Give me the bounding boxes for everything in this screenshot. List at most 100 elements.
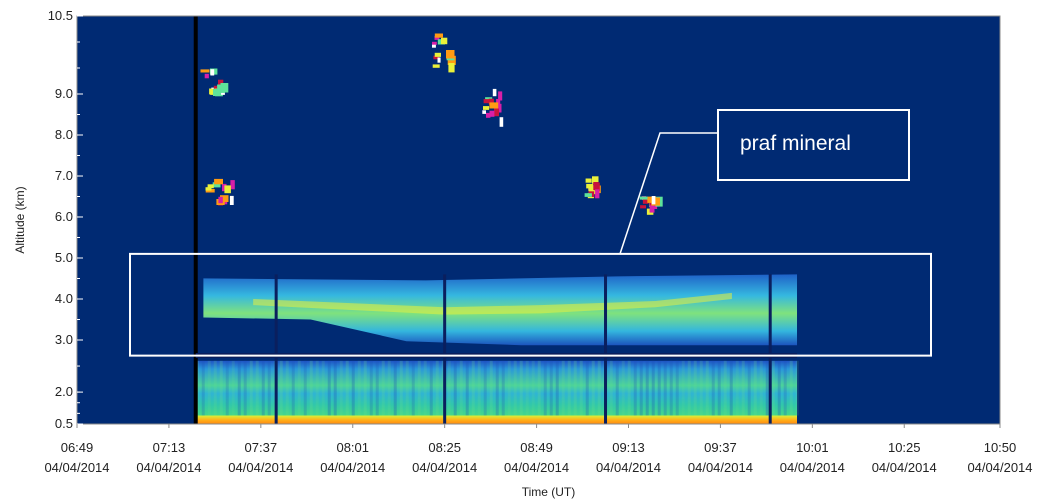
boundary-layer-stripe [789, 360, 793, 416]
x-tick-date: 04/04/2014 [967, 460, 1032, 475]
boundary-layer-stripe [321, 360, 325, 416]
boundary-layer-stripe [207, 360, 211, 416]
cloud-return-cell [585, 178, 592, 183]
cloud-return-cell [448, 63, 455, 73]
cloud-return-cell [639, 196, 648, 200]
cloud-return-cell [437, 57, 441, 63]
boundary-layer-stripe [561, 360, 565, 416]
boundary-layer-stripe [213, 360, 217, 416]
cloud-return-cell [498, 91, 503, 101]
annotation-label-box [717, 109, 910, 181]
boundary-layer-stripe [567, 360, 571, 416]
aerosol-core [253, 292, 732, 315]
boundary-layer-stripe [681, 360, 685, 416]
cloud-return-cell [483, 106, 490, 110]
boundary-layer-stripe [705, 360, 709, 416]
surface-layer [195, 415, 798, 424]
boundary-layer-stripe [645, 360, 649, 416]
boundary-layer-stripe [555, 360, 559, 416]
cloud-return-cell [434, 35, 440, 40]
boundary-layer-stripe [279, 360, 283, 416]
boundary-layer-stripe [651, 360, 655, 416]
annotation-label: praf mineral [740, 132, 851, 155]
boundary-layer-stripe [591, 360, 595, 416]
boundary-layer-stripe [495, 360, 499, 416]
data-gap [193, 16, 198, 424]
y-tick-label: 6.0 [55, 209, 73, 224]
cloud-return-cell [204, 73, 209, 79]
boundary-layer-stripe [507, 360, 511, 416]
boundary-layer-stripe [699, 360, 703, 416]
cloud-return-cell [489, 102, 499, 109]
backscatter-layers [193, 16, 799, 424]
boundary-layer-stripe [453, 360, 457, 416]
boundary-layer-stripe [375, 360, 379, 416]
boundary-layer-stripe [351, 360, 355, 416]
cloud-returns [200, 33, 663, 215]
cloud-return-cell [640, 205, 646, 209]
x-tick-date: 04/04/2014 [504, 460, 569, 475]
boundary-layer-stripe [597, 360, 601, 416]
boundary-layer-stripe [747, 360, 751, 416]
x-axis-label: Time (UT) [522, 485, 576, 499]
cloud-return-cell [220, 195, 229, 202]
y-tick-label: 10.5 [48, 8, 73, 23]
boundary-layer-stripe [765, 360, 769, 416]
cloud-return-cell [446, 50, 455, 59]
boundary-layer-stripe [357, 360, 361, 416]
cloud-return-cell [494, 108, 499, 117]
cloud-return-cell [483, 99, 490, 104]
cloud-return-cell [592, 176, 599, 184]
boundary-layer-stripe [669, 360, 673, 416]
boundary-layer-stripe [369, 360, 373, 416]
boundary-layer-stripe [489, 360, 493, 416]
y-tick-label: 5.0 [55, 250, 73, 265]
boundary-layer-stripe [657, 360, 661, 416]
x-tick-date: 04/04/2014 [320, 460, 385, 475]
boundary-layer-stripe [465, 360, 469, 416]
boundary-layer-stripe [741, 360, 745, 416]
boundary-layer-stripe [687, 360, 691, 416]
boundary-layer-stripe [255, 360, 259, 416]
cloud-return-cell [218, 196, 223, 204]
boundary-layer-stripe [243, 360, 247, 416]
x-tick-time: 09:13 [612, 440, 645, 455]
boundary-layer-stripe [291, 360, 295, 416]
boundary-layer-stripe [633, 360, 637, 416]
cloud-return-cell [649, 205, 655, 213]
boundary-layer-stripe [237, 360, 241, 416]
boundary-layer-stripe [735, 360, 739, 416]
cloud-return-cell [492, 88, 497, 97]
boundary-layer-stripe [393, 360, 397, 416]
boundary-layer-stripe [471, 360, 475, 416]
boundary-layer-stripe [585, 360, 589, 416]
cloud-return-cell [205, 189, 215, 193]
cloud-return-cell [651, 196, 656, 205]
annotation-region-box [129, 252, 932, 357]
cloud-return-cell [214, 178, 223, 185]
boundary-layer-stripe [333, 360, 337, 416]
boundary-layer-stripe [759, 360, 763, 416]
y-tick-label: 4.0 [55, 291, 73, 306]
boundary-layer-stripe [303, 360, 307, 416]
x-tick-time: 07:13 [153, 440, 186, 455]
boundary-layer-stripe [501, 360, 505, 416]
boundary-layer-stripe [411, 360, 415, 416]
boundary-layer-stripe [387, 360, 391, 416]
boundary-layer-stripe [309, 360, 313, 416]
cloud-return-cell [210, 69, 215, 76]
cloud-return-cell [205, 187, 212, 191]
boundary-layer-stripe [795, 360, 799, 416]
boundary-layer-stripe [621, 360, 625, 416]
x-tick-time: 07:37 [245, 440, 278, 455]
x-tick-date: 04/04/2014 [136, 460, 201, 475]
boundary-layer-stripe [219, 360, 223, 416]
data-gap [604, 274, 608, 424]
x-tick-date: 04/04/2014 [228, 460, 293, 475]
plot-frame [76, 15, 1001, 425]
cloud-return-cell [432, 41, 437, 45]
x-tick-time: 06:49 [61, 440, 94, 455]
cloud-return-cell [432, 64, 440, 68]
boundary-layer-stripe [363, 360, 367, 416]
